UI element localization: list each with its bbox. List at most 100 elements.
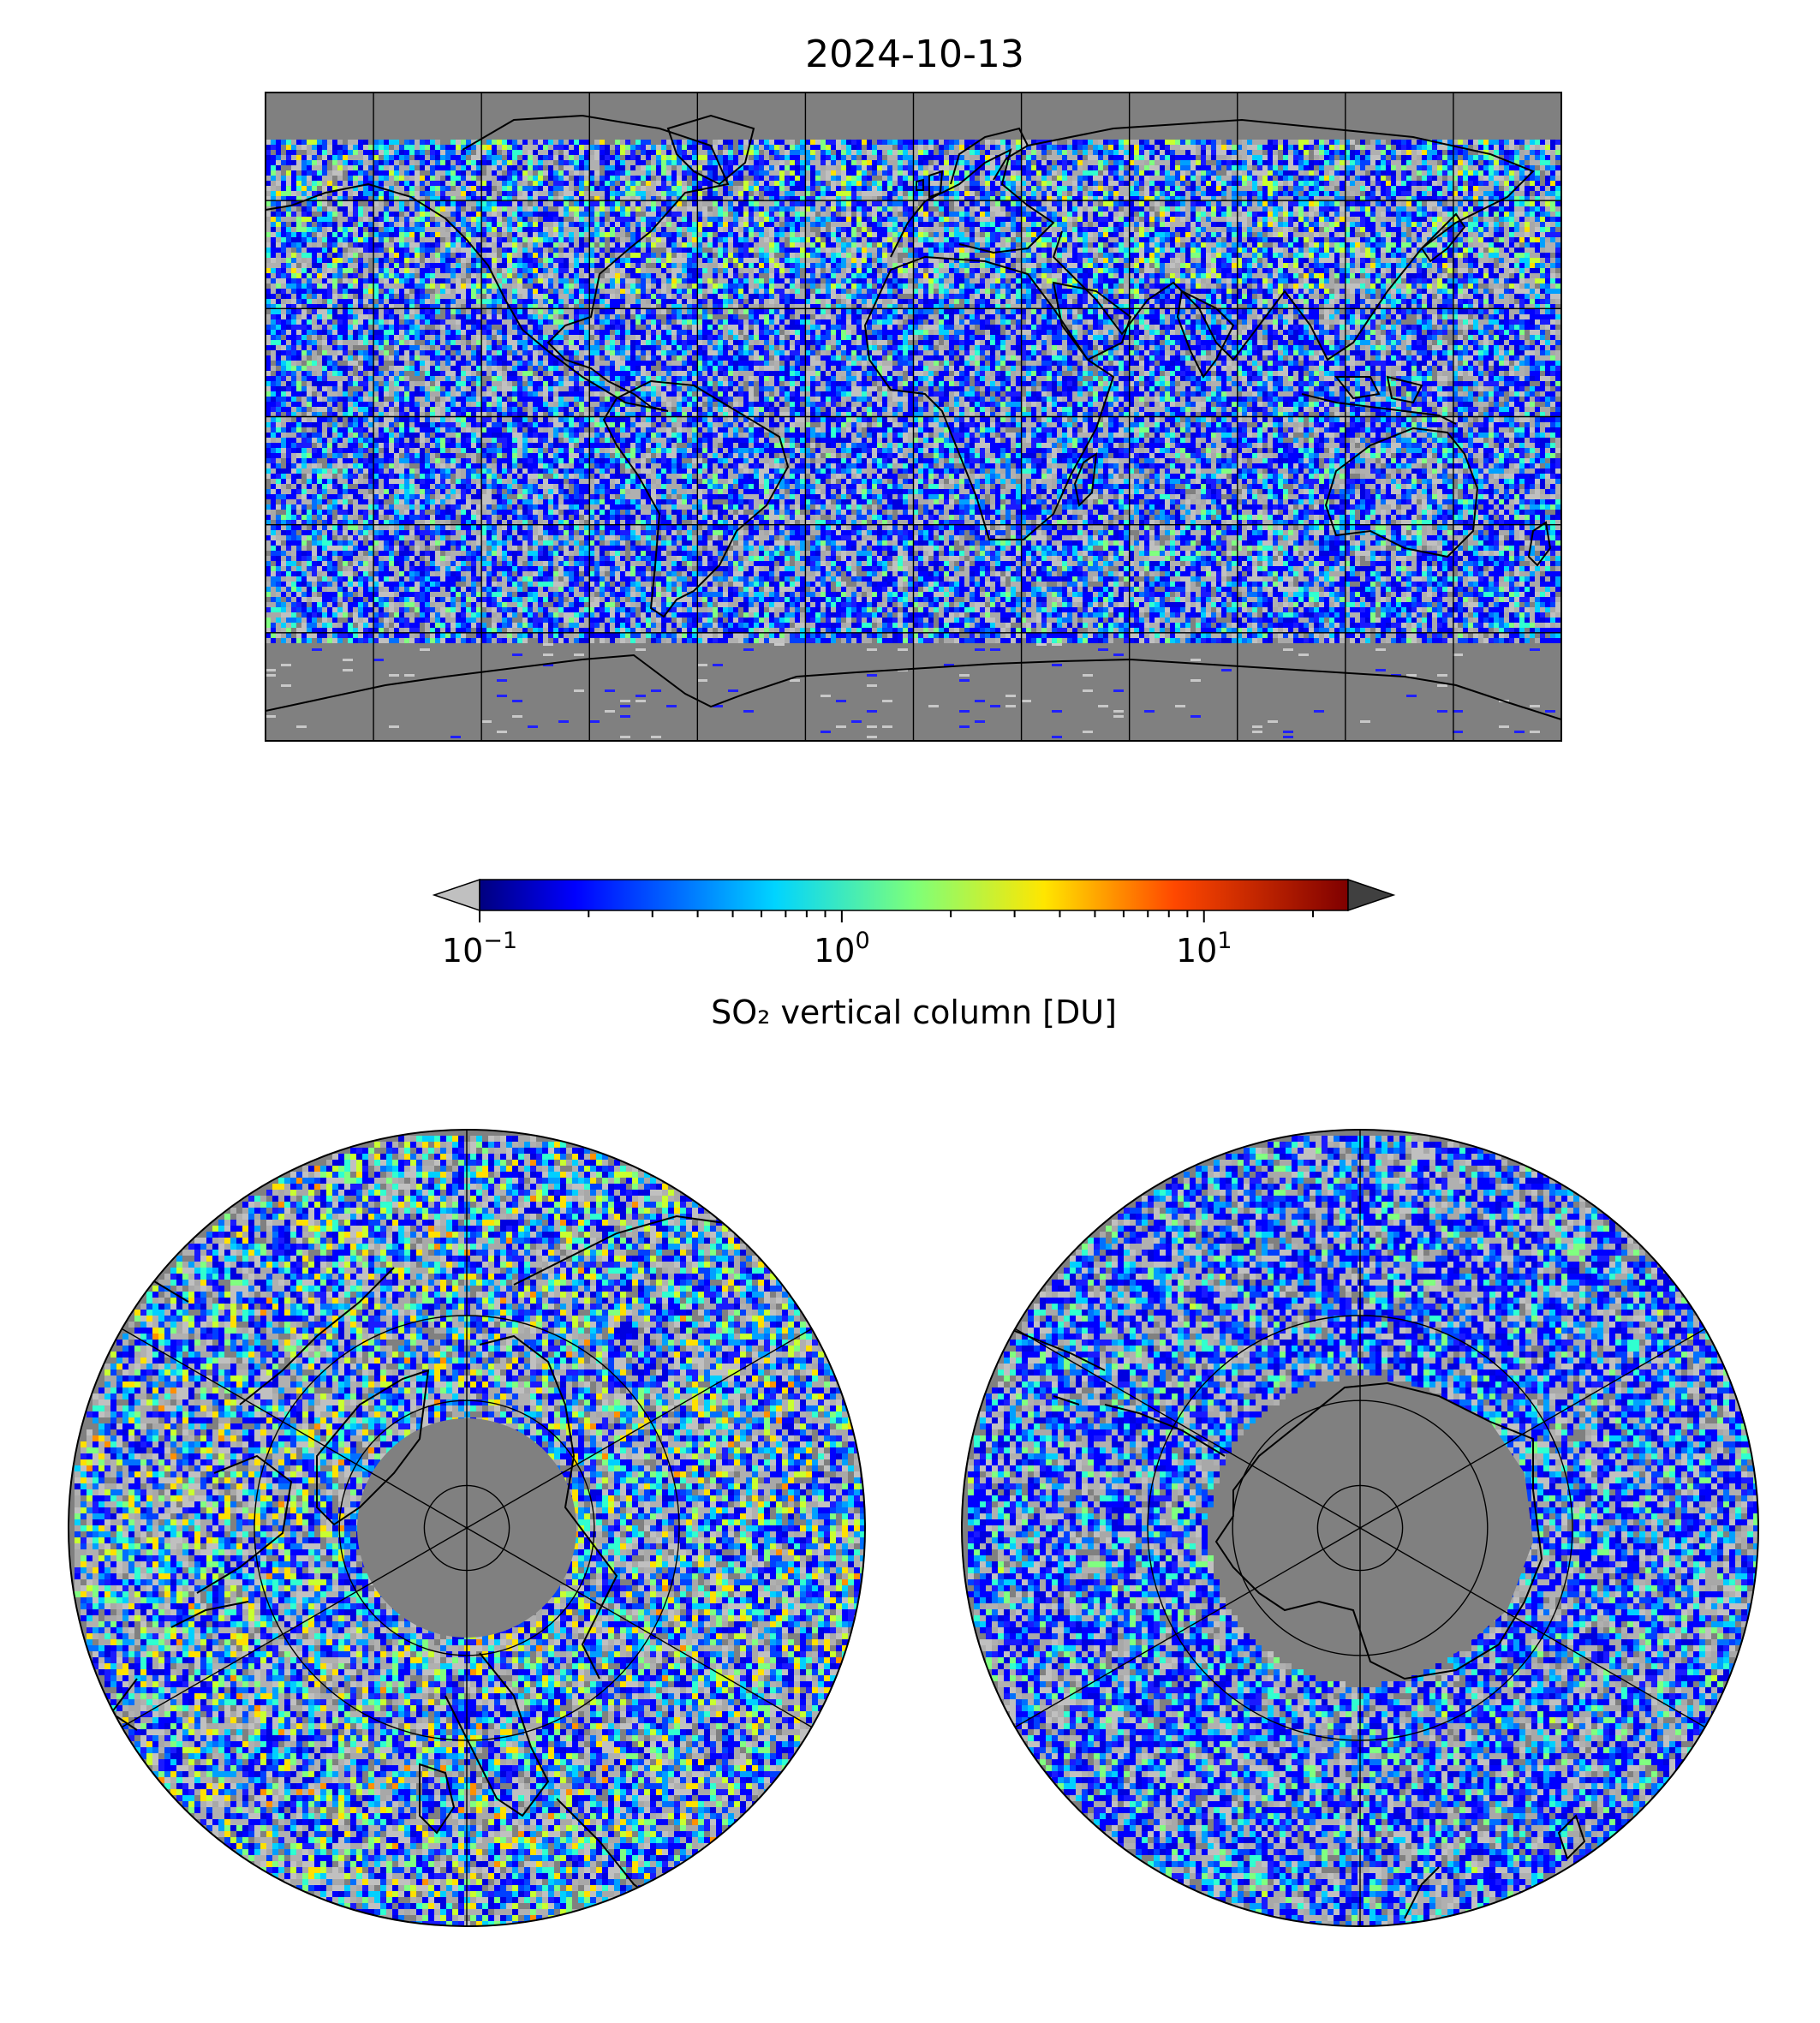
data-pixel [1216, 181, 1221, 186]
data-pixel [1257, 191, 1262, 196]
data-pixel [1000, 191, 1005, 196]
data-pixel [615, 165, 620, 170]
data-pixel [1494, 232, 1499, 237]
data-pixel [723, 217, 728, 222]
data-pixel [399, 248, 404, 253]
data-pixel [1175, 150, 1180, 155]
data-pixel [1375, 150, 1381, 155]
data-pixel [1134, 196, 1139, 201]
data-pixel [769, 242, 774, 248]
data-pixel [666, 227, 671, 232]
data-pixel [579, 140, 584, 145]
data-pixel [1447, 201, 1453, 206]
data-pixel [507, 140, 512, 145]
data-pixel [995, 181, 1000, 186]
data-pixel [800, 232, 805, 237]
data-pixel [276, 176, 281, 181]
data-pixel [1052, 150, 1057, 155]
data-pixel [1422, 206, 1427, 212]
data-pixel [1401, 150, 1406, 155]
data-pixel [862, 206, 867, 212]
data-pixel [512, 165, 517, 170]
data-pixel [697, 181, 702, 186]
data-pixel [1432, 165, 1437, 170]
data-pixel [394, 155, 399, 160]
data-pixel [1483, 232, 1489, 237]
data-pixel [1237, 150, 1242, 155]
data-pixel [728, 196, 733, 201]
data-pixel [810, 145, 815, 150]
data-pixel [394, 150, 399, 155]
data-pixel [795, 165, 800, 170]
data-pixel [440, 206, 445, 212]
data-pixel [1530, 176, 1535, 181]
data-pixel [1005, 165, 1011, 170]
data-pixel [348, 145, 353, 150]
data-pixel [1555, 140, 1560, 145]
data-pixel [805, 196, 810, 201]
data-pixel [1288, 196, 1293, 201]
data-pixel [512, 181, 517, 186]
data-pixel [1442, 196, 1447, 201]
data-pixel [420, 222, 425, 227]
data-pixel [1391, 201, 1396, 206]
data-pixel [1288, 140, 1293, 145]
data-pixel [934, 160, 939, 165]
data-pixel [435, 150, 440, 155]
data-pixel [317, 140, 322, 145]
data-pixel [995, 237, 1000, 242]
data-pixel [348, 155, 353, 160]
data-pixel [558, 140, 564, 145]
data-pixel [1504, 140, 1509, 145]
data-pixel [533, 150, 538, 155]
data-pixel [1365, 160, 1370, 165]
data-pixel [373, 140, 379, 145]
data-pixel [1437, 196, 1442, 201]
data-pixel [1494, 242, 1499, 248]
data-pixel [625, 201, 630, 206]
data-pixel [1293, 201, 1298, 206]
data-pixel [512, 206, 517, 212]
data-pixel [348, 201, 353, 206]
data-pixel [759, 160, 764, 165]
data-pixel [723, 186, 728, 191]
data-pixel [671, 227, 677, 232]
data-pixel [1463, 176, 1468, 181]
data-pixel [1067, 232, 1072, 237]
data-pixel [671, 155, 677, 160]
data-pixel [1427, 176, 1432, 181]
data-pixel [1098, 145, 1103, 150]
data-pixel [415, 227, 420, 232]
data-pixel [569, 237, 574, 242]
data-pixel [1144, 217, 1149, 222]
data-pixel [1504, 160, 1509, 165]
data-pixel [332, 248, 337, 253]
data-pixel [528, 191, 533, 196]
data-pixel [1555, 232, 1560, 237]
data-pixel [1083, 196, 1088, 201]
data-pixel [625, 160, 630, 165]
data-pixel [949, 191, 954, 196]
data-pixel [692, 181, 697, 186]
data-pixel [677, 140, 682, 145]
data-pixel [1011, 212, 1016, 217]
data-pixel [456, 181, 461, 186]
data-pixel [677, 170, 682, 176]
data-pixel [1113, 227, 1119, 232]
data-pixel [620, 181, 625, 186]
data-pixel [718, 145, 723, 150]
data-pixel [785, 170, 790, 176]
data-pixel [949, 150, 954, 155]
data-pixel [584, 232, 589, 237]
data-pixel [1304, 206, 1309, 212]
data-pixel [1442, 237, 1447, 242]
data-pixel [713, 222, 718, 227]
data-pixel [923, 186, 928, 191]
data-pixel [790, 232, 795, 237]
data-pixel [1268, 201, 1273, 206]
data-pixel [1062, 212, 1067, 217]
data-pixel [882, 170, 887, 176]
data-pixel [343, 206, 348, 212]
data-pixel [882, 242, 887, 248]
data-pixel [1514, 155, 1519, 160]
